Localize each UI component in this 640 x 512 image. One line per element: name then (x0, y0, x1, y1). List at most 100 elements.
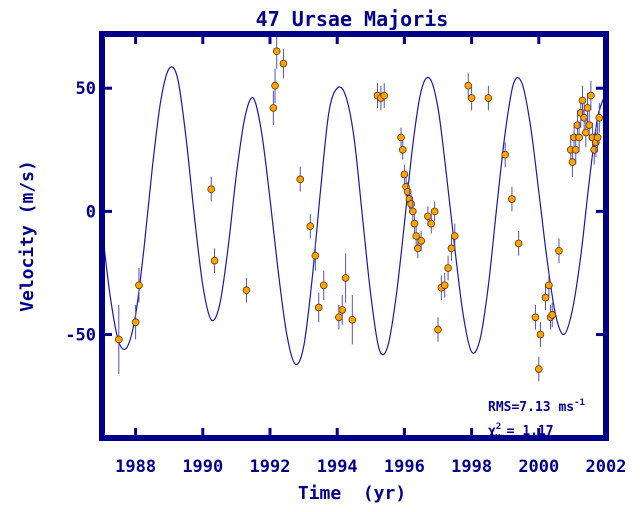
data-point (484, 85, 493, 111)
rms-stat: RMS=7.13 ms-1 (488, 398, 585, 415)
chi-symbol: χ (488, 424, 496, 439)
data-marker (587, 91, 595, 100)
data-marker (444, 264, 452, 272)
data-marker (590, 145, 599, 154)
data-marker (573, 121, 582, 129)
data-point (314, 292, 323, 323)
data-marker (578, 96, 587, 105)
data-point (534, 356, 543, 382)
data-point (531, 304, 540, 330)
data-marker (593, 133, 602, 142)
x-tick-label: 2002 (586, 457, 627, 477)
data-point (593, 122, 602, 153)
data-point (578, 85, 587, 116)
data-point (541, 285, 550, 310)
data-point (595, 102, 604, 133)
data-point (398, 139, 407, 160)
data-marker (430, 207, 439, 216)
data-point (467, 85, 476, 111)
data-marker (269, 104, 278, 112)
data-point (501, 142, 510, 168)
data-point (464, 73, 473, 99)
data-point (575, 122, 583, 153)
data-marker (407, 200, 415, 208)
data-point (397, 127, 405, 148)
chi-squared-stat: χ2 ν = 1.17 (488, 422, 554, 442)
axis-ticks-layer: 1988 1990 1992 1994 1996 1998 2000 2002 50 0 -50 (65, 34, 626, 477)
data-marker (582, 128, 590, 137)
data-point (434, 317, 442, 342)
x-tick-label: 1988 (115, 457, 156, 477)
chi-value: = 1.17 (507, 424, 554, 439)
data-point (380, 83, 389, 108)
data-point (417, 231, 426, 251)
data-point (583, 93, 592, 123)
fit-curve-layer (101, 66, 607, 366)
x-tick-label: 1990 (182, 457, 223, 477)
data-point (548, 302, 557, 328)
data-point (271, 68, 279, 103)
data-marker (338, 306, 347, 314)
data-marker (272, 47, 281, 56)
data-marker (548, 311, 557, 319)
data-point (400, 164, 409, 185)
data-marker (534, 365, 543, 373)
data-marker (115, 335, 123, 344)
data-marker (583, 104, 592, 112)
data-marker (531, 313, 540, 322)
data-marker (314, 303, 323, 312)
y-axis-label: Velocity (m/s) (17, 160, 38, 312)
data-marker (484, 94, 493, 102)
data-marker (341, 274, 350, 282)
data-marker (271, 81, 279, 90)
data-point (536, 322, 545, 347)
data-point (410, 213, 419, 234)
data-point (348, 295, 357, 345)
data-marker (400, 170, 409, 179)
data-point (341, 253, 350, 303)
data-marker (440, 281, 449, 290)
data-point (242, 277, 251, 303)
y-tick-label: -50 (65, 326, 96, 346)
x-tick-label: 1994 (317, 457, 358, 477)
data-marker (447, 244, 456, 253)
data-marker (571, 145, 580, 154)
data-marker (296, 175, 305, 184)
data-point (582, 117, 590, 148)
data-marker (403, 187, 412, 196)
data-point (545, 272, 553, 298)
data-point (408, 201, 417, 222)
fit-curve-line (101, 66, 607, 366)
data-point (279, 48, 288, 79)
plot-frame (99, 31, 609, 441)
data-point (508, 186, 516, 212)
data-point (269, 90, 278, 126)
data-marker (595, 113, 604, 122)
data-marker (575, 133, 583, 142)
data-marker (541, 293, 550, 302)
data-marker (467, 94, 476, 102)
data-marker (408, 207, 417, 216)
y-tick-label: 50 (76, 79, 96, 99)
data-point (272, 34, 281, 69)
data-marker (585, 121, 593, 129)
data-point (319, 270, 328, 301)
data-point (210, 248, 219, 273)
chart-title: 47 Ursae Majoris (256, 7, 449, 31)
data-point (427, 213, 436, 234)
data-marker (380, 91, 389, 100)
y-tick-label: 0 (86, 202, 96, 222)
data-marker (555, 246, 563, 255)
data-point (444, 255, 452, 281)
data-point (207, 176, 216, 202)
rms-unit-superscript: -1 (574, 398, 585, 408)
data-point (571, 135, 580, 165)
data-marker (424, 212, 432, 221)
data-point (296, 167, 305, 192)
data-point (131, 304, 140, 340)
data-point (568, 147, 577, 177)
data-marker (568, 158, 577, 166)
data-point (311, 240, 320, 271)
data-marker (508, 195, 516, 203)
